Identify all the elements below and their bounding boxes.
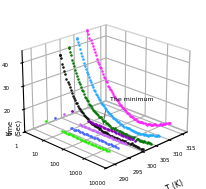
Text: time
(Sec): time (Sec) [8,119,21,136]
X-axis label: T (K): T (K) [164,178,184,189]
